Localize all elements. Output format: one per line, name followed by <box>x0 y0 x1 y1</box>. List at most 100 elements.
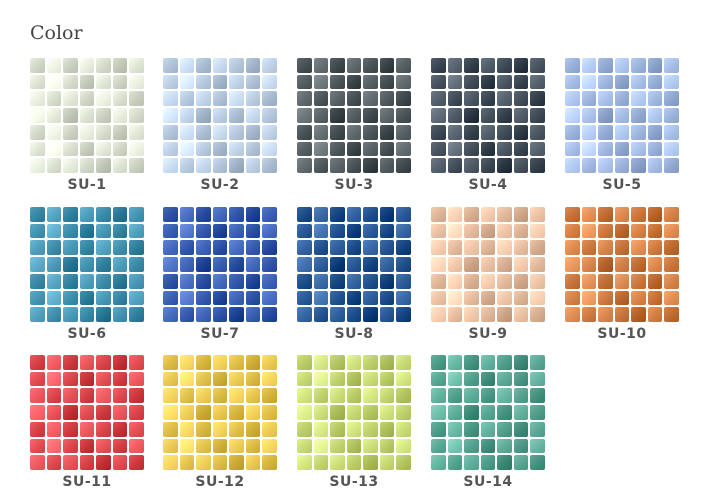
mosaic-chip <box>313 240 329 256</box>
mosaic-chip <box>480 223 496 239</box>
mosaic-chip <box>212 438 228 454</box>
mosaic-chip <box>565 124 580 140</box>
color-swatch-su-5[interactable]: SU-5 <box>565 58 679 193</box>
mosaic-chip <box>262 307 277 322</box>
mosaic-chip <box>565 307 580 322</box>
mosaic-chip <box>513 307 529 322</box>
mosaic-chip <box>297 158 312 173</box>
color-swatch-su-8[interactable]: SU-8 <box>297 207 411 342</box>
mosaic-chip <box>96 438 111 454</box>
mosaic-chip <box>63 207 78 222</box>
mosaic-chip <box>129 455 144 470</box>
mosaic-chip <box>464 405 479 420</box>
mosaic-chip <box>464 371 479 387</box>
mosaic-chip <box>297 223 312 239</box>
mosaic-chip <box>631 240 646 256</box>
mosaic-chip <box>464 207 479 222</box>
mosaic-chip <box>262 257 277 272</box>
color-swatch-su-7[interactable]: SU-7 <box>163 207 277 342</box>
mosaic-chip <box>79 91 95 107</box>
mosaic-chip <box>79 207 95 222</box>
color-swatch-su-1[interactable]: SU-1 <box>30 58 144 193</box>
mosaic-chip <box>229 91 244 107</box>
mosaic-chip <box>63 421 78 437</box>
color-swatch-su-4[interactable]: SU-4 <box>431 58 545 193</box>
color-swatch-su-14[interactable]: SU-14 <box>431 355 545 490</box>
mosaic-chip <box>647 141 663 157</box>
swatch-label: SU-8 <box>334 326 374 342</box>
swatch-label: SU-1 <box>67 177 107 193</box>
mosaic-chip <box>46 240 62 256</box>
mosaic-chip <box>614 307 630 322</box>
mosaic-chip <box>464 257 479 272</box>
color-swatch-su-11[interactable]: SU-11 <box>30 355 144 490</box>
mosaic-chip <box>196 207 211 222</box>
color-swatch-su-9[interactable]: SU-9 <box>431 207 545 342</box>
mosaic-chip <box>112 141 128 157</box>
mosaic-chip <box>112 74 128 90</box>
mosaic-chip <box>179 355 195 370</box>
mosaic-chip <box>513 371 529 387</box>
color-swatch-su-12[interactable]: SU-12 <box>163 355 277 490</box>
mosaic-chip <box>581 273 597 289</box>
mosaic-chip <box>330 74 345 90</box>
mosaic-chip <box>63 257 78 272</box>
mosaic-chip <box>598 141 613 157</box>
mosaic-chip <box>379 355 395 370</box>
mosaic-chip <box>513 405 529 420</box>
mosaic-chip <box>179 290 195 306</box>
color-swatch-su-10[interactable]: SU-10 <box>565 207 679 342</box>
mosaic-chip <box>63 307 78 322</box>
mosaic-chip <box>96 371 111 387</box>
mosaic-chip <box>346 124 362 140</box>
mosaic-tile-image <box>565 207 679 322</box>
mosaic-chip <box>79 355 95 370</box>
mosaic-chip <box>631 108 646 123</box>
mosaic-chip <box>313 207 329 222</box>
mosaic-chip <box>447 355 463 370</box>
mosaic-chip <box>447 207 463 222</box>
mosaic-chip <box>262 421 277 437</box>
mosaic-chip <box>262 455 277 470</box>
mosaic-chip <box>129 290 144 306</box>
color-swatch-su-3[interactable]: SU-3 <box>297 58 411 193</box>
mosaic-chip <box>163 58 178 73</box>
mosaic-chip <box>229 290 244 306</box>
mosaic-chip <box>497 257 512 272</box>
mosaic-chip <box>431 388 446 404</box>
mosaic-chip <box>313 141 329 157</box>
mosaic-chip <box>212 141 228 157</box>
mosaic-chip <box>480 438 496 454</box>
mosaic-chip <box>346 141 362 157</box>
mosaic-chip <box>262 91 277 107</box>
mosaic-chip <box>179 307 195 322</box>
mosaic-chip <box>196 108 211 123</box>
mosaic-chip <box>363 405 378 420</box>
mosaic-chip <box>330 355 345 370</box>
mosaic-chip <box>163 355 178 370</box>
color-swatch-su-2[interactable]: SU-2 <box>163 58 277 193</box>
mosaic-chip <box>497 421 512 437</box>
mosaic-chip <box>379 388 395 404</box>
mosaic-chip <box>447 240 463 256</box>
mosaic-chip <box>346 405 362 420</box>
mosaic-chip <box>179 273 195 289</box>
mosaic-chip <box>631 58 646 73</box>
color-swatch-su-13[interactable]: SU-13 <box>297 355 411 490</box>
mosaic-chip <box>330 438 345 454</box>
mosaic-chip <box>447 141 463 157</box>
mosaic-chip <box>631 307 646 322</box>
mosaic-chip <box>63 91 78 107</box>
mosaic-chip <box>163 273 178 289</box>
mosaic-chip <box>480 421 496 437</box>
mosaic-chip <box>447 223 463 239</box>
mosaic-chip <box>46 91 62 107</box>
mosaic-chip <box>497 290 512 306</box>
mosaic-chip <box>497 355 512 370</box>
mosaic-chip <box>179 257 195 272</box>
mosaic-chip <box>565 273 580 289</box>
color-swatch-su-6[interactable]: SU-6 <box>30 207 144 342</box>
mosaic-chip <box>63 371 78 387</box>
mosaic-chip <box>229 141 244 157</box>
mosaic-chip <box>363 91 378 107</box>
